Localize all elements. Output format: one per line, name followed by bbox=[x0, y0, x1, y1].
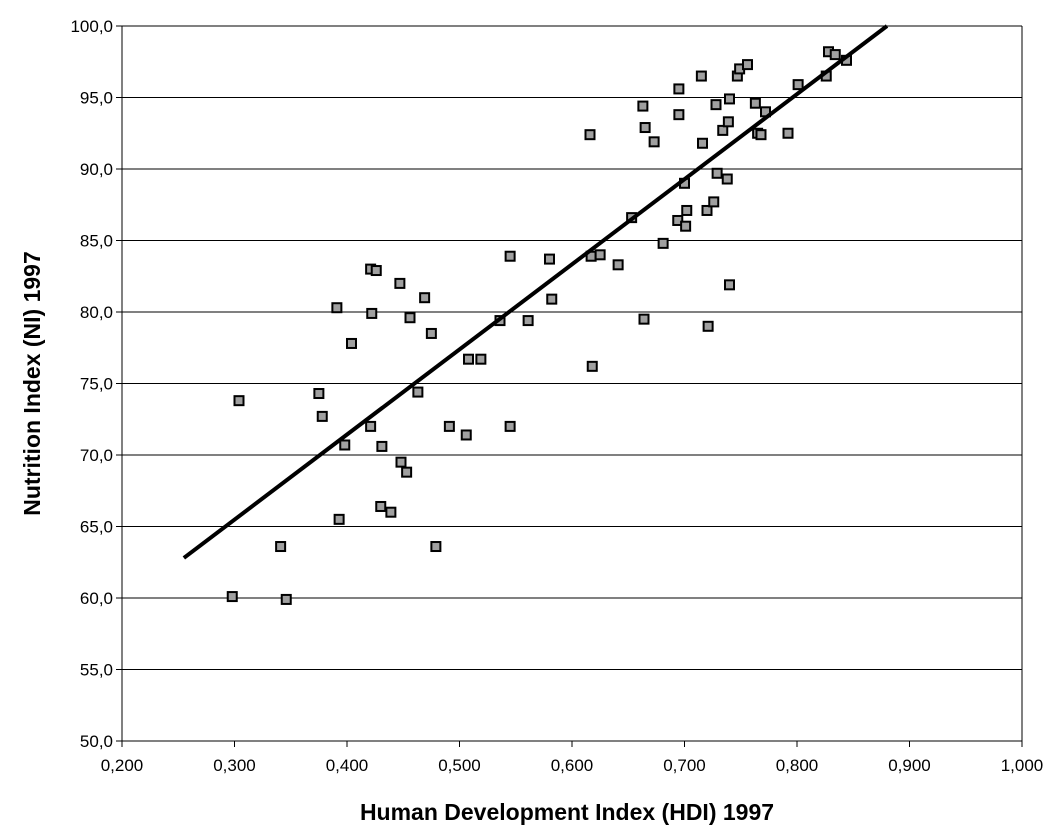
data-point bbox=[701, 204, 713, 216]
data-point bbox=[672, 214, 684, 226]
data-point bbox=[673, 83, 685, 95]
data-point bbox=[430, 541, 442, 553]
data-point bbox=[475, 353, 487, 365]
data-point bbox=[401, 466, 413, 478]
y-tick-label: 80,0 bbox=[80, 303, 113, 322]
data-point bbox=[638, 313, 650, 325]
data-point bbox=[504, 250, 516, 262]
y-tick-label: 85,0 bbox=[80, 232, 113, 251]
data-point bbox=[419, 292, 431, 304]
data-point bbox=[648, 136, 660, 148]
x-tick-label: 1,000 bbox=[1001, 756, 1044, 775]
data-point bbox=[708, 196, 720, 208]
y-axis-title: Nutrition Index (NI) 1997 bbox=[19, 251, 45, 516]
data-point bbox=[226, 591, 238, 603]
data-point bbox=[612, 259, 624, 271]
data-point bbox=[695, 70, 707, 82]
data-point bbox=[280, 593, 292, 605]
data-point bbox=[711, 167, 723, 179]
data-point bbox=[586, 360, 598, 372]
data-point bbox=[333, 513, 345, 525]
data-point bbox=[385, 506, 397, 518]
data-point bbox=[657, 237, 669, 249]
data-point bbox=[365, 420, 377, 432]
data-point bbox=[755, 129, 767, 141]
data-point bbox=[522, 315, 534, 327]
data-point bbox=[702, 320, 714, 332]
y-tick-label: 75,0 bbox=[80, 375, 113, 394]
data-point bbox=[742, 59, 753, 71]
data-point bbox=[637, 100, 649, 112]
data-point bbox=[331, 302, 343, 314]
data-point bbox=[584, 129, 596, 141]
x-tick-label: 0,600 bbox=[551, 756, 594, 775]
x-tick-label: 0,800 bbox=[776, 756, 819, 775]
x-tick-label: 0,400 bbox=[326, 756, 369, 775]
x-axis-title: Human Development Index (HDI) 1997 bbox=[360, 799, 774, 825]
data-point bbox=[370, 265, 382, 277]
y-tick-label: 100,0 bbox=[70, 17, 113, 36]
x-tick-label: 0,700 bbox=[663, 756, 706, 775]
y-axis-ticks: 50,0 55,0 60,0 65,0 70,0 75,0 80,0 85,0 90,0 95,0… bbox=[70, 17, 122, 751]
data-point bbox=[829, 49, 841, 61]
data-point bbox=[313, 388, 325, 400]
gridlines bbox=[122, 25, 1022, 670]
data-point bbox=[443, 420, 455, 432]
data-point bbox=[460, 429, 472, 441]
data-point bbox=[394, 277, 406, 289]
data-point bbox=[681, 204, 693, 216]
trend-line-group bbox=[182, 24, 889, 560]
data-point bbox=[710, 99, 722, 111]
data-point bbox=[375, 500, 387, 512]
data-point bbox=[463, 353, 474, 365]
data-point bbox=[504, 420, 516, 432]
data-point bbox=[717, 124, 729, 136]
data-point bbox=[697, 137, 708, 149]
x-tick-label: 0,200 bbox=[101, 756, 144, 775]
data-point bbox=[782, 127, 794, 139]
x-axis-ticks: 0,200 0,300 0,400 0,500 0,600 0,700 0,800 0,900… bbox=[101, 741, 1044, 775]
data-point bbox=[275, 541, 287, 553]
data-point bbox=[722, 116, 734, 128]
data-point bbox=[395, 456, 407, 468]
data-point bbox=[316, 410, 328, 422]
y-tick-label: 55,0 bbox=[80, 661, 113, 680]
data-point bbox=[724, 93, 735, 105]
data-point bbox=[724, 279, 735, 291]
data-point bbox=[680, 220, 692, 232]
data-point bbox=[366, 307, 378, 319]
data-point bbox=[546, 293, 558, 305]
data-point bbox=[404, 312, 416, 324]
y-tick-label: 70,0 bbox=[80, 446, 113, 465]
data-point bbox=[673, 109, 685, 121]
data-point bbox=[639, 122, 651, 134]
data-point bbox=[376, 440, 388, 452]
data-point bbox=[346, 337, 357, 349]
x-tick-label: 0,500 bbox=[438, 756, 481, 775]
x-tick-label: 0,300 bbox=[213, 756, 256, 775]
data-point bbox=[339, 439, 351, 451]
data-point bbox=[792, 79, 804, 91]
y-tick-label: 95,0 bbox=[80, 89, 113, 108]
data-point bbox=[544, 253, 555, 265]
y-tick-label: 65,0 bbox=[80, 518, 113, 537]
y-tick-label: 60,0 bbox=[80, 589, 113, 608]
trend-line bbox=[182, 24, 889, 560]
data-point bbox=[749, 97, 761, 109]
y-tick-label: 90,0 bbox=[80, 160, 113, 179]
x-tick-label: 0,900 bbox=[888, 756, 931, 775]
data-point bbox=[412, 386, 424, 398]
y-tick-label: 50,0 bbox=[80, 732, 113, 751]
data-point bbox=[594, 249, 606, 261]
data-point bbox=[425, 327, 437, 339]
data-point bbox=[233, 395, 245, 407]
data-points bbox=[226, 46, 852, 605]
data-point bbox=[721, 173, 733, 185]
